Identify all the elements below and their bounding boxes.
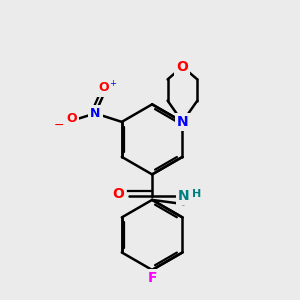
Text: +: +: [109, 79, 116, 88]
Text: N: N: [178, 189, 190, 202]
Text: F: F: [147, 272, 157, 285]
Text: O: O: [112, 187, 124, 200]
Text: O: O: [67, 112, 77, 125]
Text: O: O: [176, 60, 188, 74]
Text: −: −: [54, 118, 64, 132]
Text: N: N: [177, 115, 188, 129]
Text: N: N: [90, 107, 101, 120]
Text: H: H: [192, 188, 201, 199]
Text: O: O: [98, 81, 109, 94]
